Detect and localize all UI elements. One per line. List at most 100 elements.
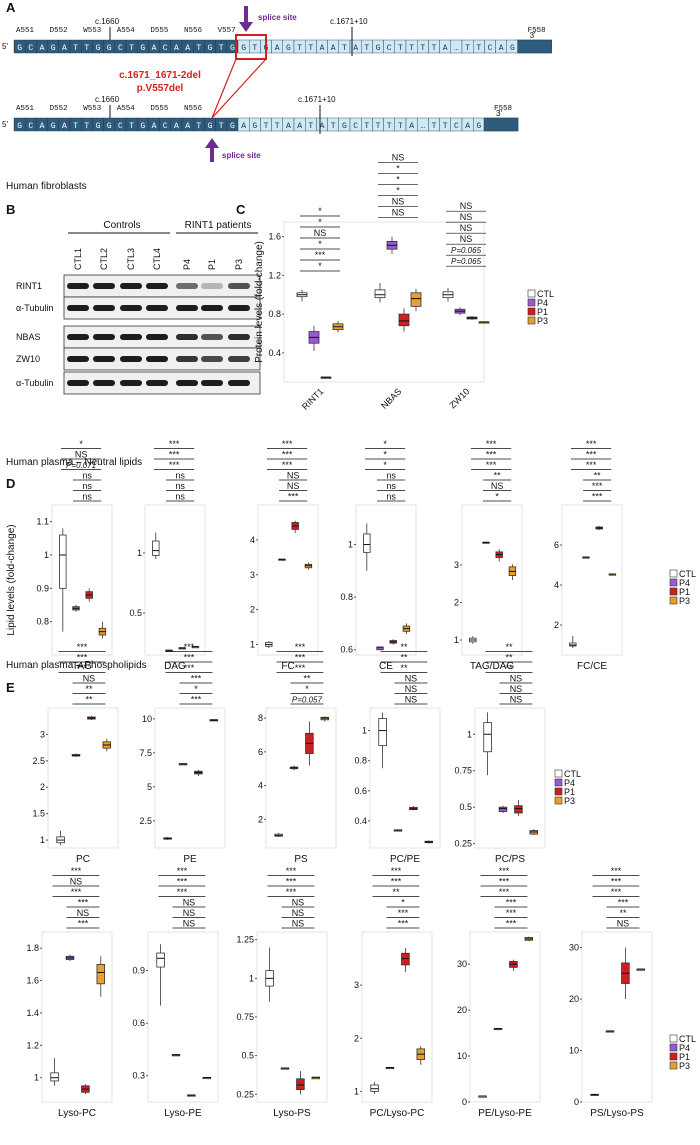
sequence-base: A [443, 44, 448, 53]
sequence-base: T [84, 122, 89, 131]
significance-label: *** [398, 919, 409, 929]
legend-swatch [669, 596, 678, 605]
plot-frame [355, 504, 417, 656]
significance-label: * [383, 460, 387, 470]
deletion-line [211, 58, 267, 119]
box-P3 [96, 963, 106, 985]
y-tick-label: 1.4 [26, 1008, 39, 1018]
y-tick-label: 0 [574, 1097, 579, 1107]
box-CTL [363, 533, 371, 553]
box-CTL [156, 952, 165, 968]
western-band [176, 334, 198, 340]
western-band [228, 305, 250, 311]
sequence-row-mutant: 5' G C A G A T T G G C T G A C A A T G T G A G T T A A T A T G C T T T T A… T… [2, 109, 519, 132]
sequence-base: C [387, 44, 392, 53]
y-tick-label: 8 [258, 713, 263, 723]
legend-swatch [554, 778, 563, 787]
significance-label: *** [295, 663, 306, 673]
sequence-base: G [51, 122, 56, 131]
significance-label: ** [400, 653, 408, 663]
panel-label-b: B [6, 202, 15, 217]
significance-label: *** [191, 695, 202, 705]
y-tick-label: 0.75 [454, 766, 472, 776]
sequence-base: A [409, 122, 414, 131]
significance-label: NS [392, 208, 405, 218]
category-label: TAG [72, 661, 92, 672]
amino-acid-label: A551 [16, 27, 35, 35]
sequence-base: T [331, 122, 336, 131]
significance-label: * [401, 898, 405, 908]
amino-acid-label: D552 [50, 27, 68, 35]
y-tick-label: 1 [34, 1073, 39, 1083]
significance-label: NS [510, 684, 523, 694]
legend-label: CTL [679, 1034, 696, 1044]
legend-swatch [669, 1061, 678, 1070]
significance-label: *** [499, 866, 510, 876]
legend-swatch [527, 298, 536, 307]
y-tick-label: 0.4 [268, 348, 281, 358]
y-tick-label: 1 [40, 835, 45, 845]
significance-label: *** [286, 887, 297, 897]
legend-swatch [669, 578, 678, 587]
significance-label: ** [619, 908, 627, 918]
sequence-base: G [241, 44, 246, 53]
y-tick-label: 3 [250, 570, 255, 580]
sequence-base: A [174, 122, 179, 131]
deletion-highlight-box [235, 34, 267, 60]
amino-acid-label: N556 [184, 105, 203, 113]
sequence-base: C [163, 122, 168, 131]
significance-label: NS [405, 674, 418, 684]
deletion-label: c.1671_1671-2del [119, 70, 201, 81]
significance-label: NS [392, 153, 405, 163]
significance-label: ns [386, 492, 396, 502]
legend-label: CTL [679, 569, 696, 579]
sequence-base: T [398, 44, 403, 53]
category-label: Lyso-PS [273, 1108, 311, 1119]
y-tick-label: 2 [554, 620, 559, 630]
significance-label: ns [82, 492, 92, 502]
y-tick-label: 30 [569, 942, 579, 952]
legend-swatch [527, 289, 536, 298]
significance-label: ** [303, 674, 311, 684]
y-tick-label: 2 [258, 814, 263, 824]
western-band [176, 380, 198, 386]
sequence-base: G [140, 44, 145, 53]
sequence-base: G [230, 122, 235, 131]
splice-site-arrow-icon [239, 6, 253, 32]
significance-label: *** [77, 663, 88, 673]
sequence-base: T [465, 44, 470, 53]
y-tick-label: 2 [354, 1033, 359, 1043]
y-tick-label: 20 [457, 1005, 467, 1015]
y-tick-label: 0.6 [340, 645, 353, 655]
sequence-base: G [107, 44, 112, 53]
amino-acid-label: F558 [528, 27, 546, 35]
significance-label: NS [183, 919, 196, 929]
significance-label: NS [70, 877, 83, 887]
significance-label: NS [617, 919, 630, 929]
amino-acid-label: A554 [117, 105, 136, 113]
significance-label: ns [175, 492, 185, 502]
significance-label: *** [506, 919, 517, 929]
sequence-base: T [432, 122, 437, 131]
plot-frame [144, 504, 206, 656]
amino-acid-label: V557 [218, 27, 236, 35]
significance-label: *** [286, 866, 297, 876]
significance-label: * [383, 439, 387, 449]
y-tick-label: 4 [554, 580, 559, 590]
category-label: ZW10 [447, 386, 471, 410]
y-tick-label: 5 [147, 782, 152, 792]
sequence-exon-end [517, 39, 552, 54]
y-tick-label: 0.25 [236, 1089, 254, 1099]
section-title-phospho: Human plasma – Phospholipids [6, 660, 147, 671]
western-band [146, 380, 168, 386]
sequence-base: A [152, 122, 157, 131]
significance-label: NS [314, 228, 327, 238]
significance-label: * [383, 450, 387, 460]
seq-3prime-label: 3' [530, 31, 536, 40]
legend-swatch [527, 307, 536, 316]
